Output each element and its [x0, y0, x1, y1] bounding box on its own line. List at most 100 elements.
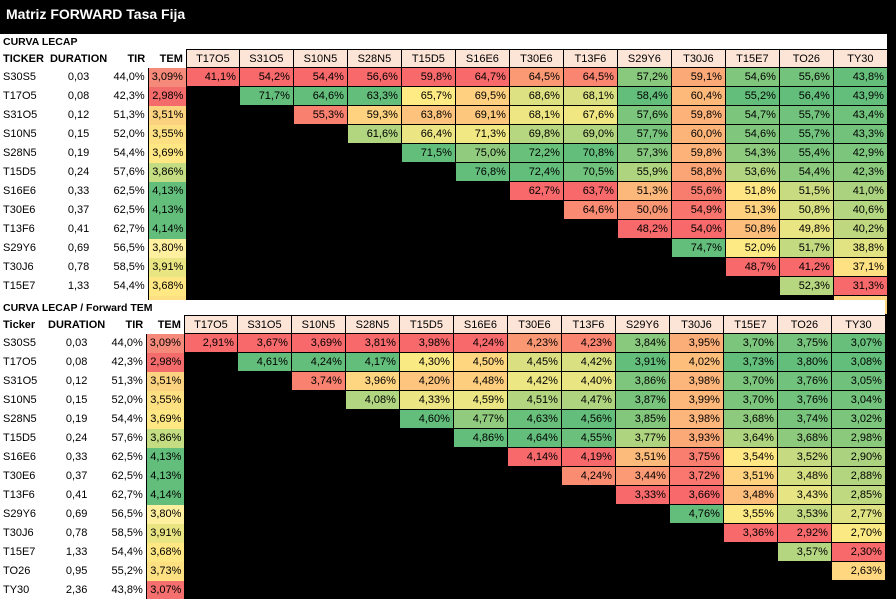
matrix-cell: 54,4% [779, 163, 833, 182]
empty-cell [561, 562, 615, 581]
duration-cell: 0,69 [47, 239, 110, 258]
matrix-cell: 4,48% [453, 372, 507, 391]
matrix-cell: 69,8% [509, 125, 563, 144]
matrix-cell: 50,0% [617, 201, 671, 220]
empty-cell [777, 581, 831, 599]
matrix-cell: 3,74% [777, 410, 831, 429]
empty-cell [291, 524, 345, 543]
empty-cell [184, 448, 237, 467]
empty-cell [347, 277, 401, 296]
empty-cell [345, 524, 399, 543]
empty-cell [186, 220, 239, 239]
matrix-col-header: S31O5 [239, 50, 293, 68]
section-label: CURVA LECAP [0, 34, 186, 50]
ticker-cell: S10N5 [0, 391, 45, 410]
matrix-cell: 51,8% [725, 182, 779, 201]
tem-cell: 3,86% [148, 163, 186, 182]
tir-cell: 52,0% [110, 125, 148, 144]
empty-cell [671, 277, 725, 296]
matrix-cell: 4,45% [507, 353, 561, 372]
matrix-col-header: S10N5 [293, 50, 347, 68]
empty-cell [347, 239, 401, 258]
empty-cell [561, 524, 615, 543]
matrix-col-header: T13F6 [563, 50, 617, 68]
matrix-cell: 55,6% [779, 68, 833, 87]
tem-cell: 3,68% [148, 277, 186, 296]
duration-cell: 0,24 [47, 163, 110, 182]
empty-cell [237, 391, 291, 410]
matrix-cell: 54,4% [293, 68, 347, 87]
matrix-cell: 3,98% [669, 372, 723, 391]
tir-cell: 57,6% [110, 163, 148, 182]
empty-cell [237, 581, 291, 599]
matrix-col-header: S29Y6 [617, 50, 671, 68]
ticker-cell: T17O5 [0, 87, 47, 106]
ticker-cell: S30S5 [0, 334, 45, 353]
matrix-cell: 4,24% [453, 334, 507, 353]
matrix-cell: 4,30% [399, 353, 453, 372]
matrix-cell: 4,55% [561, 429, 615, 448]
tem-cell: 3,80% [146, 505, 184, 524]
matrix-cell: 3,70% [723, 391, 777, 410]
empty-cell [291, 562, 345, 581]
tir-cell: 56,5% [110, 239, 148, 258]
empty-cell [293, 182, 347, 201]
empty-cell [293, 144, 347, 163]
empty-cell [186, 163, 239, 182]
empty-cell [291, 391, 345, 410]
matrix-cell: 60,0% [671, 125, 725, 144]
matrix-cell: 52,0% [725, 239, 779, 258]
matrix-cell: 70,5% [563, 163, 617, 182]
matrix-cell: 60,4% [671, 87, 725, 106]
matrix-cell: 3,91% [615, 353, 669, 372]
empty-cell [184, 429, 237, 448]
empty-cell [399, 486, 453, 505]
empty-cell [239, 106, 293, 125]
tem-cell: 3,07% [146, 581, 184, 599]
empty-cell [293, 277, 347, 296]
ticker-cell: S10N5 [0, 125, 47, 144]
matrix-cell: 3,54% [723, 448, 777, 467]
empty-cell [401, 239, 455, 258]
empty-cell [184, 562, 237, 581]
matrix-cell: 71,5% [401, 144, 455, 163]
matrix-cell: 4,20% [399, 372, 453, 391]
empty-cell [453, 467, 507, 486]
empty-cell [509, 277, 563, 296]
matrix-cell: 3,76% [777, 372, 831, 391]
empty-cell [347, 163, 401, 182]
matrix-cell: 3,74% [291, 372, 345, 391]
tem-cell: 3,68% [146, 543, 184, 562]
empty-cell [345, 429, 399, 448]
matrix-cell: 4,63% [507, 410, 561, 429]
duration-cell: 0,19 [45, 410, 108, 429]
matrix-cell: 3,55% [723, 505, 777, 524]
matrix-cell: 75,0% [455, 144, 509, 163]
section-label: CURVA LECAP / Forward TEM [0, 300, 184, 316]
empty-cell [345, 562, 399, 581]
tir-cell: 62,5% [110, 201, 148, 220]
header-tem: TEM [146, 316, 184, 334]
matrix-cell: 3,44% [615, 467, 669, 486]
matrix-col-header: TO26 [777, 316, 831, 334]
matrix-cell: 72,2% [509, 144, 563, 163]
empty-cell [401, 201, 455, 220]
matrix-cell: 3,04% [831, 391, 885, 410]
tir-cell: 57,6% [108, 429, 146, 448]
empty-cell [455, 201, 509, 220]
empty-cell [186, 258, 239, 277]
matrix-col-header: TY30 [833, 50, 887, 68]
matrix-cell: 4,61% [237, 353, 291, 372]
empty-cell [345, 448, 399, 467]
empty-cell [399, 543, 453, 562]
empty-cell [507, 524, 561, 543]
ticker-cell: S29Y6 [0, 505, 45, 524]
empty-cell [237, 467, 291, 486]
